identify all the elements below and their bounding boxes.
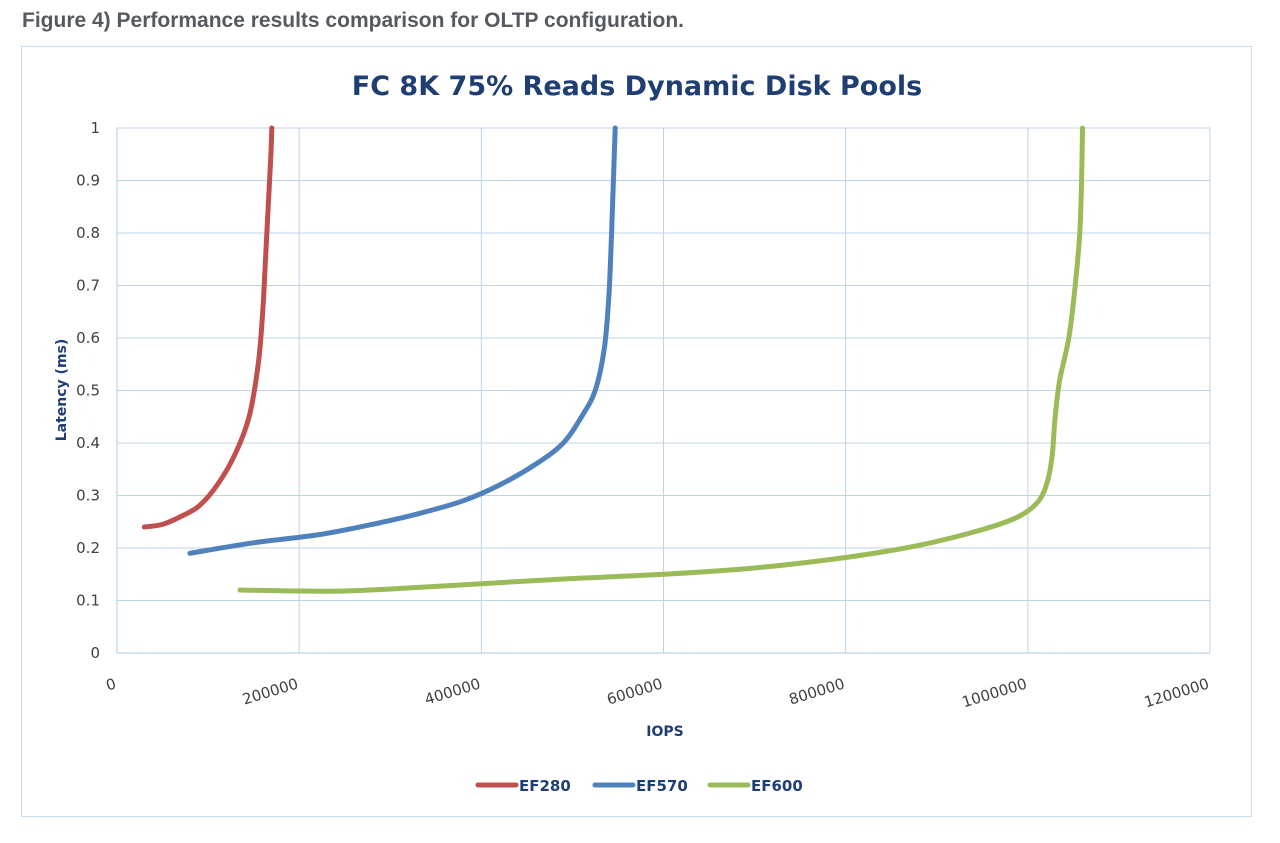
chart-frame [21,46,1252,817]
y-tick-label: 0 [90,644,100,662]
legend-label: EF600 [751,777,803,795]
y-tick-label: 0.3 [76,487,100,505]
x-tick-label: 600000 [605,675,665,709]
legend-label: EF280 [519,777,571,795]
y-tick-label: 0.2 [76,539,100,557]
x-tick-labels: 0 200000 400000 600000 800000 1000000 1200000 [104,675,1211,712]
x-tick-label: 0 [104,675,118,695]
grid-layer [116,127,1211,654]
x-tick-label: 1000000 [960,675,1029,712]
y-tick-label: 0.6 [76,329,100,347]
y-axis-title: Latency (ms) [54,339,70,442]
figure-caption: Figure 4) Performance results comparison… [22,9,685,32]
y-tick-label: 0.9 [76,172,100,190]
series-line-ef600 [237,125,1085,594]
series-line-ef280 [141,125,275,530]
chart-title: FC 8K 75% Reads Dynamic Disk Pools [352,71,922,102]
series-line-ef570 [187,125,618,556]
legend: EF280 EF570 EF600 [475,777,803,795]
legend-item-ef280: EF280 [475,777,571,795]
y-tick-label: 0.4 [76,434,100,452]
x-axis-title: IOPS [646,724,683,740]
legend-item-ef600: EF600 [707,777,803,795]
legend-label: EF570 [636,777,688,795]
y-tick-label: 0.1 [76,592,100,610]
series-lines [141,125,1085,594]
x-tick-label: 400000 [422,675,482,709]
y-tick-label: 0.5 [76,382,100,400]
y-tick-labels: 0 0.1 0.2 0.3 0.4 0.5 0.6 0.7 0.8 0.9 1 [76,119,100,662]
x-tick-label: 800000 [787,675,847,709]
y-tick-label: 0.7 [76,277,100,295]
y-tick-label: 0.8 [76,224,100,242]
legend-item-ef570: EF570 [592,777,688,795]
x-tick-label: 1200000 [1142,675,1211,712]
y-tick-label: 1 [90,119,100,137]
x-tick-label: 200000 [240,675,300,709]
